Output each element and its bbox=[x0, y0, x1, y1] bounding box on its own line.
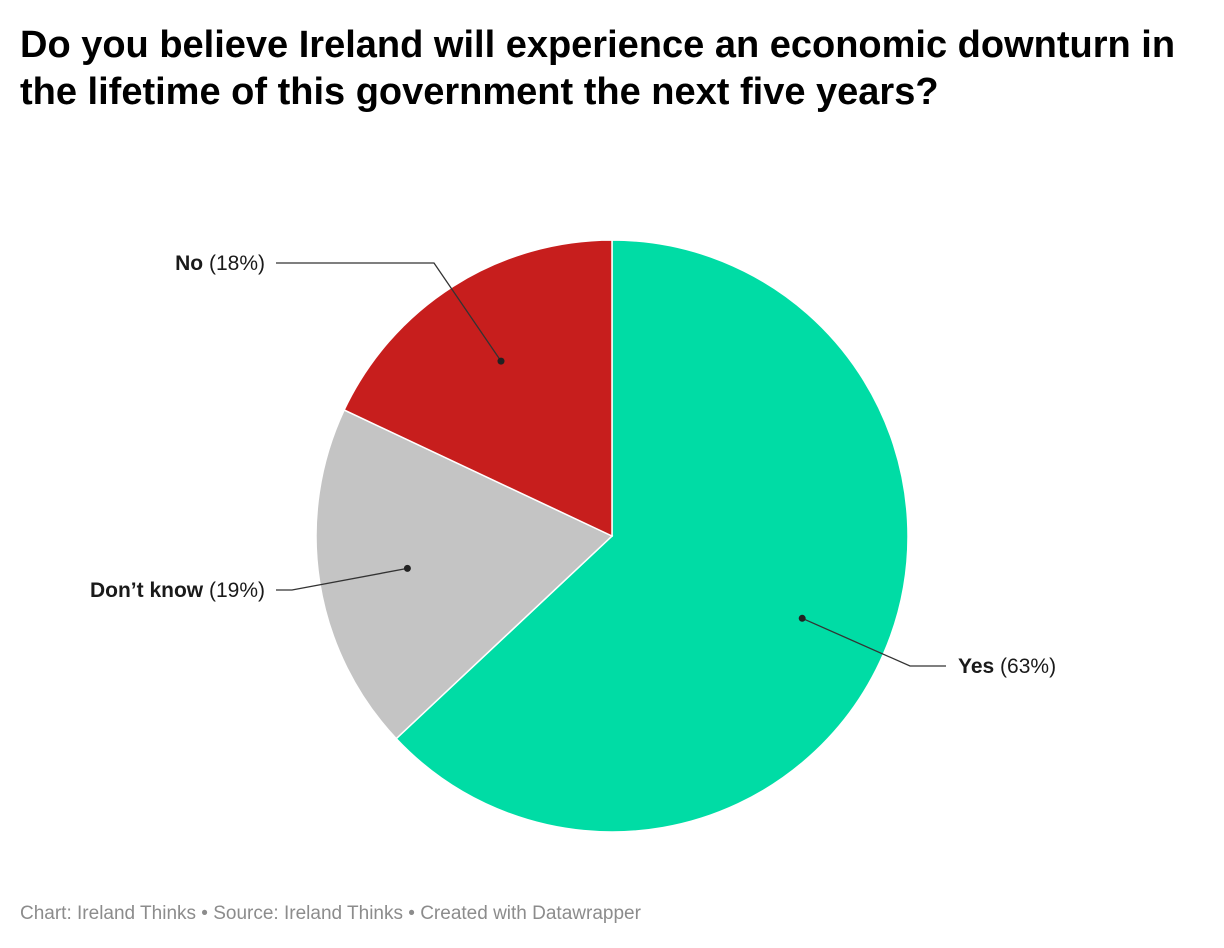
chart-footer: Chart: Ireland Thinks • Source: Ireland … bbox=[20, 903, 641, 925]
chart-title: Do you believe Ireland will experience a… bbox=[20, 24, 1176, 113]
footer-source: Source: Ireland Thinks bbox=[213, 903, 403, 924]
footer-tool: Created with Datawrapper bbox=[420, 903, 641, 924]
slice-label: Yes (63%) bbox=[958, 655, 1056, 678]
pie-labels: Yes (63%) Don’t know (19%) No (18%) bbox=[90, 252, 1056, 678]
slice-label-value: (18%) bbox=[203, 252, 265, 275]
pie-slices bbox=[315, 239, 909, 833]
leader-dot bbox=[497, 357, 505, 365]
slice-label: Don’t know (19%) bbox=[90, 579, 265, 602]
leader-line bbox=[801, 617, 946, 667]
pie-leader-lines bbox=[276, 262, 946, 667]
pie-slice-yes bbox=[395, 239, 909, 833]
slice-label: No (18%) bbox=[175, 252, 265, 275]
slice-label-name: Yes bbox=[958, 655, 994, 678]
leader-dot bbox=[798, 614, 806, 622]
footer-separator: • bbox=[201, 903, 208, 924]
slice-label-name: Don’t know bbox=[90, 579, 204, 602]
slice-label-value: (63%) bbox=[994, 655, 1056, 678]
pie-slice-don-t-know bbox=[315, 408, 614, 740]
slice-label-value: (19%) bbox=[203, 579, 265, 602]
leader-line bbox=[276, 567, 408, 591]
pie-slice-no bbox=[343, 239, 613, 538]
footer-credit: Chart: Ireland Thinks bbox=[20, 903, 197, 924]
footer-separator: • bbox=[408, 903, 415, 924]
slice-label-name: No bbox=[175, 252, 203, 275]
leader-dot bbox=[403, 564, 411, 572]
leader-line bbox=[276, 262, 502, 362]
